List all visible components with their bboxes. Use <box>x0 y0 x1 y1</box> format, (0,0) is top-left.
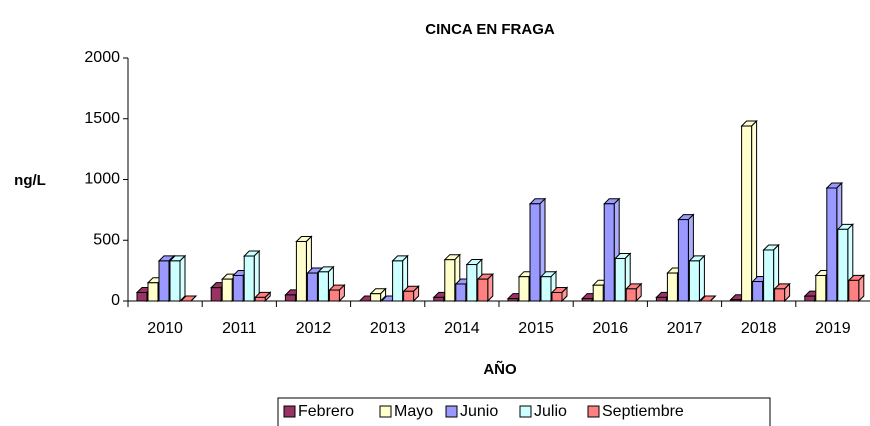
bar <box>529 203 541 302</box>
bar <box>848 279 860 302</box>
y-tick-label: 1500 <box>84 110 120 127</box>
bar <box>603 203 615 302</box>
bar <box>763 249 775 302</box>
bar <box>730 299 742 302</box>
bar <box>581 298 593 302</box>
x-tick-label: 2017 <box>667 320 703 337</box>
bar <box>455 283 467 302</box>
bar <box>210 287 222 302</box>
bar <box>666 272 678 302</box>
bar <box>614 257 626 302</box>
bar-side <box>858 274 865 303</box>
x-axis-label: AÑO <box>483 360 517 378</box>
legend-swatch <box>445 405 458 418</box>
bar <box>826 187 838 302</box>
bar <box>147 282 159 302</box>
bar <box>403 290 415 302</box>
bar <box>625 288 637 302</box>
bar-side <box>751 119 758 303</box>
bar <box>169 260 181 302</box>
legend-swatch <box>379 405 392 418</box>
y-tick-label: 1000 <box>84 171 120 188</box>
legend-swatch <box>519 405 532 418</box>
x-tick-label: 2013 <box>370 320 406 337</box>
bar <box>444 259 456 302</box>
x-tick-label: 2015 <box>518 320 554 337</box>
bar <box>284 294 296 302</box>
y-tick-label: 2000 <box>84 49 120 66</box>
legend-label: Julio <box>534 403 567 420</box>
legend-label: Junio <box>460 403 498 420</box>
bar <box>370 293 382 302</box>
bar <box>295 240 307 302</box>
bar-side <box>710 295 716 302</box>
bar <box>158 260 170 302</box>
bar <box>837 228 849 302</box>
x-tick-label: 2012 <box>296 320 332 337</box>
bar <box>815 274 827 302</box>
bar <box>655 296 667 302</box>
bar <box>221 278 233 302</box>
bar <box>317 271 329 302</box>
y-tick-label: 0 <box>111 292 120 309</box>
bar <box>477 278 489 302</box>
x-tick-label: 2019 <box>815 320 851 337</box>
bar <box>136 291 148 302</box>
bar <box>243 255 255 302</box>
bar <box>551 291 563 302</box>
y-tick-label: 500 <box>93 231 120 248</box>
legend-swatch <box>587 405 600 418</box>
bar <box>433 296 445 302</box>
bar <box>507 298 519 302</box>
bar <box>540 276 552 302</box>
bar <box>328 289 340 302</box>
bar <box>774 288 786 302</box>
x-tick-label: 2018 <box>741 320 777 337</box>
bar <box>254 296 266 302</box>
bar <box>306 272 318 302</box>
legend-label: Febrero <box>298 403 354 420</box>
bar <box>677 219 689 302</box>
x-tick-label: 2011 <box>222 320 257 337</box>
legend-label: Septiembre <box>602 403 684 420</box>
bar-side <box>487 272 494 303</box>
x-tick-label: 2014 <box>444 320 480 337</box>
bar-side <box>698 254 705 303</box>
x-tick-label: 2010 <box>147 320 183 337</box>
bar <box>592 284 604 302</box>
x-tick-label: 2016 <box>593 320 629 337</box>
legend-label: Mayo <box>394 403 433 420</box>
bar <box>392 260 404 302</box>
bar <box>804 295 816 302</box>
bar <box>518 276 530 302</box>
legend-swatch <box>283 405 296 418</box>
y-axis-label: ng/L <box>14 172 46 189</box>
chart-title: CINCA EN FRAGA <box>425 21 555 38</box>
bar-side <box>179 254 186 303</box>
bar <box>466 264 478 302</box>
bar <box>232 274 244 302</box>
bar <box>752 281 764 302</box>
bar <box>688 260 700 302</box>
bar <box>741 125 753 302</box>
bar-side <box>190 295 197 302</box>
